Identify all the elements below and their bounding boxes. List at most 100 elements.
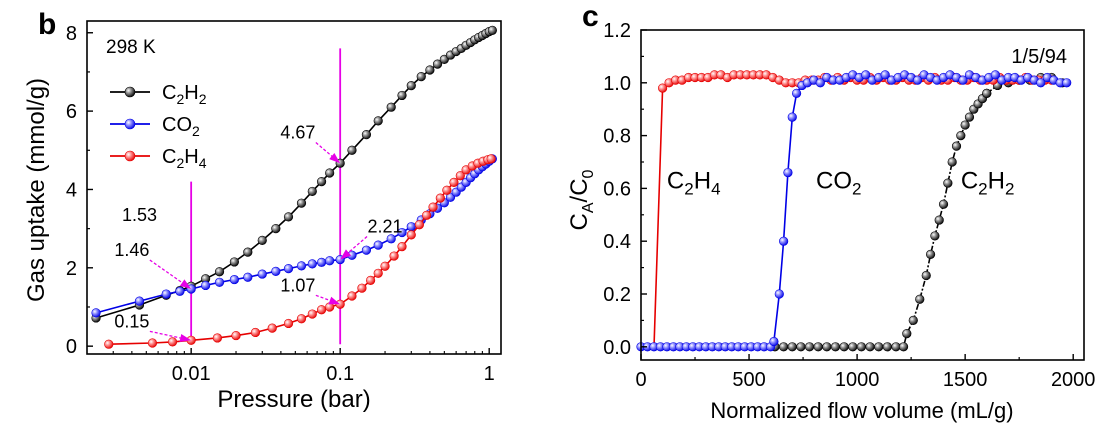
- panel-b-ylabel: Gas uptake (mmol/g): [23, 78, 50, 302]
- panel-c-ylabel-sub1: A: [580, 202, 597, 213]
- data-point: [283, 263, 294, 274]
- x-tick-label: 0.01: [172, 363, 211, 385]
- data-point: [347, 291, 357, 301]
- panel-c-ylabel-main: C: [566, 213, 593, 230]
- y-tick-label: 0.0: [603, 337, 631, 359]
- data-point: [779, 342, 789, 352]
- data-point: [212, 333, 223, 343]
- panel-b-chart: b 4.67 1.53 1.46 2.21 1.07 0.15 0 2 4 6 8 0.01 0.1 1…: [23, 8, 502, 413]
- data-point: [428, 202, 438, 212]
- y-tick-label: 2: [66, 258, 77, 280]
- data-point: [307, 186, 317, 197]
- data-point: [947, 157, 957, 167]
- data-point: [316, 305, 327, 315]
- data-point: [325, 168, 335, 178]
- annotation-arrow: [315, 294, 337, 304]
- annotation-arrowhead: [329, 153, 341, 164]
- data-point: [250, 327, 261, 338]
- panel-c-ylabel: CA/C0: [566, 169, 597, 230]
- legend-label: CO2: [162, 114, 200, 139]
- data-point: [257, 269, 267, 279]
- series-line: [641, 73, 1067, 348]
- data-point: [91, 308, 101, 318]
- legend-marker: [124, 86, 136, 98]
- y-tick-label: 0.6: [603, 178, 631, 200]
- annotation-arrowhead: [328, 296, 341, 305]
- data-point: [913, 75, 923, 85]
- data-point: [406, 81, 416, 91]
- data-point: [435, 193, 445, 203]
- x-tick-label: 0: [635, 369, 646, 391]
- x-tick-label: 1: [484, 363, 495, 385]
- data-point: [815, 78, 825, 88]
- annotation-arrowhead: [340, 249, 352, 260]
- data-point: [406, 230, 416, 240]
- value-annotation: 4.67: [280, 123, 315, 143]
- value-annotation: 0.15: [114, 311, 149, 331]
- panel-c-label: c: [582, 0, 599, 33]
- data-point: [397, 242, 407, 252]
- panel-c-ylabel-mid: /C: [566, 178, 593, 202]
- panel-b-series: [91, 25, 497, 349]
- data-point: [104, 339, 114, 349]
- legend-marker: [124, 150, 136, 162]
- data-point: [243, 247, 253, 257]
- data-point: [307, 309, 317, 319]
- data-point: [380, 261, 390, 271]
- data-point: [357, 283, 367, 293]
- data-point: [822, 342, 832, 352]
- data-point: [147, 338, 158, 348]
- data-point: [921, 270, 931, 281]
- legend-marker: [124, 118, 136, 130]
- data-point: [882, 342, 892, 352]
- data-point: [397, 90, 407, 101]
- value-annotation: 2.21: [368, 217, 403, 237]
- legend-label: C2H2: [162, 82, 207, 107]
- data-point: [325, 256, 335, 266]
- data-point: [175, 286, 185, 296]
- panel-c-series: [636, 70, 1072, 352]
- data-point: [861, 70, 871, 80]
- panel-c-ratio: 1/5/94: [1011, 46, 1067, 68]
- data-point: [347, 145, 357, 155]
- panel-c-series-labels: C2H4 CO2 C2H2: [667, 167, 1015, 198]
- data-point: [880, 70, 890, 80]
- data-point: [243, 272, 253, 282]
- data-point: [449, 177, 459, 188]
- series-label: C2H2: [961, 167, 1015, 198]
- panel-c-axes-frame: [640, 29, 1085, 361]
- annotation-arrow: [149, 259, 189, 288]
- data-point: [958, 75, 968, 85]
- data-point: [934, 215, 944, 225]
- data-point: [898, 342, 909, 352]
- y-tick-label: 0.8: [603, 126, 631, 148]
- data-point: [134, 296, 145, 306]
- y-tick-label: 1.2: [603, 20, 631, 42]
- data-point: [296, 261, 307, 271]
- data-point: [365, 275, 376, 285]
- x-tick-label: 1000: [835, 369, 880, 391]
- data-point: [442, 185, 452, 195]
- panel-c-chart: c 0.00.20.40.60.81.01.20 500 1000 1500 2000 …: [566, 0, 1095, 423]
- data-point: [791, 88, 802, 98]
- data-point: [229, 274, 239, 285]
- data-point: [361, 245, 372, 255]
- data-point: [214, 277, 225, 287]
- data-point: [930, 231, 940, 241]
- data-point: [316, 177, 327, 187]
- x-tick-label: 2000: [1051, 369, 1096, 391]
- data-point: [167, 337, 178, 347]
- data-point: [796, 342, 806, 352]
- data-point: [267, 323, 277, 333]
- legend-label: C2H4: [162, 146, 207, 171]
- data-point: [271, 224, 281, 234]
- data-point: [425, 65, 435, 75]
- data-point: [964, 112, 975, 122]
- data-point: [915, 294, 925, 304]
- series-line: [775, 92, 988, 348]
- data-point: [373, 116, 383, 126]
- panel-b-reference-lines: [190, 48, 342, 345]
- data-point: [938, 199, 949, 209]
- data-point: [214, 267, 225, 277]
- data-point: [804, 342, 815, 352]
